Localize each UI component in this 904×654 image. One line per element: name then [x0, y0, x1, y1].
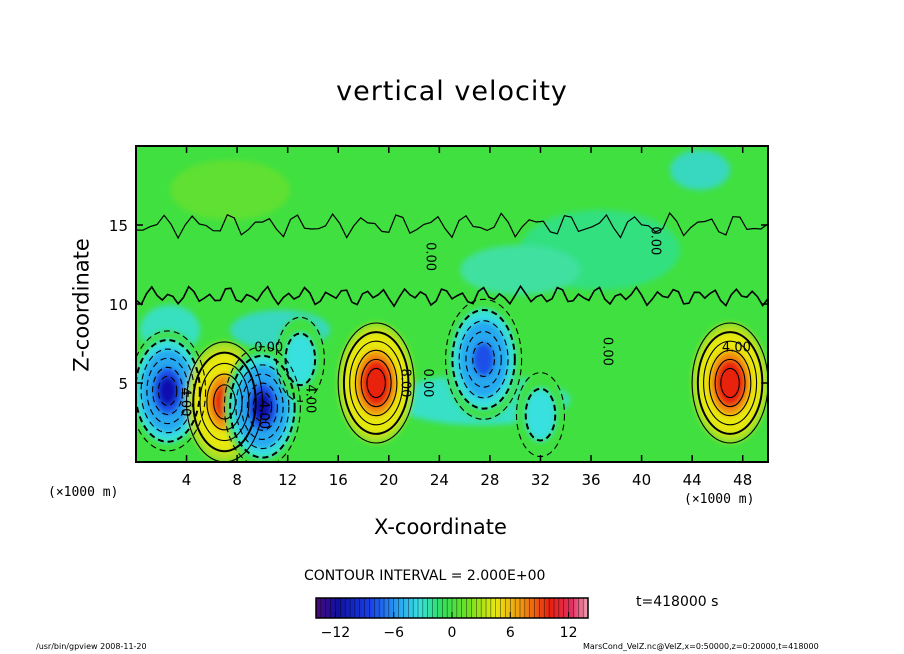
contour-line	[136, 339, 201, 443]
contour-line	[714, 358, 746, 408]
contour-line	[366, 367, 386, 399]
contour-line	[720, 367, 740, 399]
contour-line	[451, 309, 516, 410]
contour-label: 4.00	[256, 400, 271, 429]
contour-line	[354, 349, 398, 417]
plot-area	[136, 146, 768, 462]
x-unit-right: (×1000 m)	[684, 492, 755, 507]
contour-line	[445, 298, 523, 420]
colorbar-tick-label: −6	[383, 625, 404, 641]
contour-line	[199, 362, 250, 442]
contour-line	[458, 320, 509, 399]
contour-label: 0.00	[254, 340, 283, 355]
colorbar-tick-label: 6	[506, 625, 515, 641]
contour-label: 4.00	[722, 340, 751, 355]
feature-band	[720, 368, 740, 398]
x-tick-label: 44	[683, 471, 702, 489]
contour-line	[349, 340, 404, 426]
x-axis-label: X-coordinate	[374, 515, 507, 539]
contour-line	[708, 349, 752, 417]
contour-label: 0.00	[420, 369, 435, 398]
contour-line	[252, 391, 273, 422]
contour-line	[192, 351, 257, 453]
contour-label: 4.00	[178, 387, 193, 416]
field-patch	[670, 150, 730, 190]
x-tick-label: 28	[480, 471, 499, 489]
contour-line	[342, 331, 410, 435]
colorbar-frame	[315, 597, 589, 619]
x-unit-left: (×1000 m)	[48, 485, 119, 500]
x-tick-label: 32	[531, 471, 550, 489]
feature-band	[158, 376, 177, 406]
contour-label: 4.00	[303, 384, 318, 413]
colorbar-tick-label: 12	[560, 625, 578, 641]
contour-line	[691, 322, 768, 444]
contour-line	[136, 330, 207, 452]
contour-line-zero	[136, 211, 768, 240]
chart-title: vertical velocity	[336, 76, 568, 107]
x-tick-label: 36	[581, 471, 600, 489]
contour-labels: 4.00 0.00 4.00 4.00 8.00 0.00 0.00 0.00 4.00 0.00	[178, 226, 751, 429]
contour-line	[146, 357, 189, 425]
contour-line	[206, 373, 243, 431]
x-tick-label: 12	[278, 471, 297, 489]
x-tick-label: 20	[379, 471, 398, 489]
field-patch	[170, 160, 290, 220]
contour-label: 0.00	[648, 226, 663, 255]
footer-left: /usr/bin/gpview 2008-11-20	[36, 642, 147, 651]
field-patch	[460, 245, 580, 295]
contour-line	[157, 375, 178, 406]
colorbar-tick-label: 0	[448, 625, 457, 641]
contour-line	[703, 340, 758, 426]
y-tick-label: 5	[118, 375, 128, 393]
contour-label: 0.00	[423, 242, 438, 271]
feature-band	[472, 342, 495, 377]
colorbar-tick-label: −12	[321, 625, 351, 641]
x-axis: 4 8 12 16 20 24 28 32 36 40 44 48	[182, 146, 752, 489]
x-tick-label: 4	[182, 471, 192, 489]
time-label: t=418000 s	[636, 594, 719, 610]
x-tick-label: 24	[430, 471, 449, 489]
contour-line	[235, 364, 290, 450]
contour-line	[284, 332, 317, 387]
contour-line	[223, 346, 301, 462]
contour-line	[241, 373, 284, 440]
contour-line	[246, 382, 278, 431]
footer-right: MarsCond_VelZ.nc@VelZ,x=0:50000,z=0:2000…	[583, 642, 819, 651]
contour-line	[275, 316, 325, 402]
y-tick-label: 10	[109, 296, 128, 314]
x-tick-label: 40	[632, 471, 651, 489]
y-tick-label: 15	[109, 217, 128, 235]
contour-line	[472, 341, 496, 377]
contour-line	[465, 330, 502, 388]
contour-line	[152, 366, 184, 416]
contour-label: 0.00	[600, 337, 615, 366]
y-axis: 5 10 15	[109, 217, 768, 393]
contour-line	[229, 354, 296, 459]
colorbar-ticks: −12 −6 0 6 12	[321, 598, 584, 641]
contour-interval: CONTOUR INTERVAL = 2.000E+00	[304, 568, 546, 584]
y-axis-label: Z-coordinate	[69, 238, 94, 372]
contour-line	[524, 387, 557, 442]
x-tick-label: 48	[733, 471, 752, 489]
contour-line-zero	[136, 284, 768, 308]
contour-line	[337, 322, 415, 444]
contour-label: 8.00	[397, 369, 412, 398]
feature-band	[525, 388, 556, 441]
x-tick-label: 16	[329, 471, 348, 489]
contour-line	[360, 358, 392, 408]
x-tick-label: 8	[232, 471, 242, 489]
contour-line	[213, 384, 236, 420]
feature-band	[366, 368, 386, 398]
